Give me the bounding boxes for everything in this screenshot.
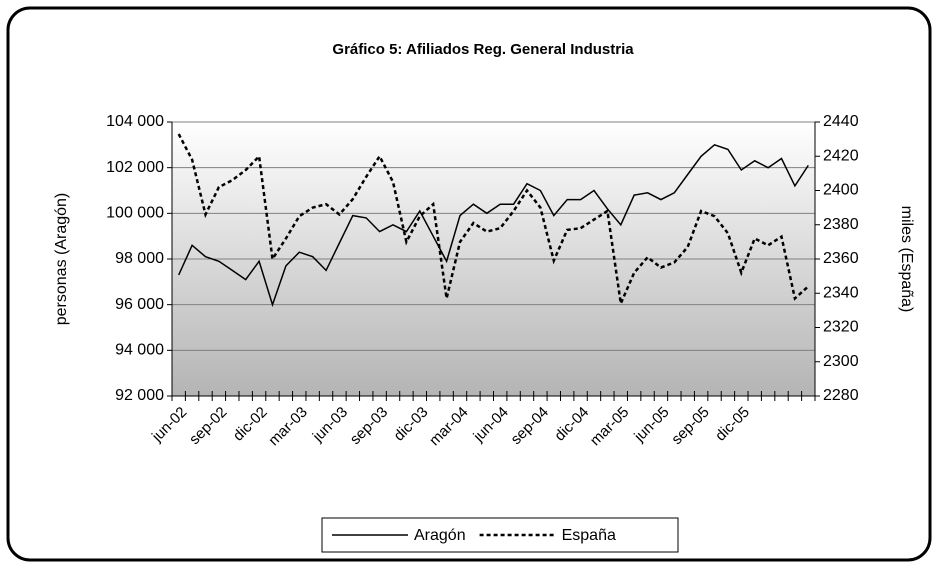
y2-tick-label: 2320 bbox=[823, 319, 859, 336]
y-tick-label: 98 000 bbox=[115, 250, 164, 267]
y2-tick-label: 2380 bbox=[823, 216, 859, 233]
y2-tick-label: 2340 bbox=[823, 284, 859, 301]
y-tick-label: 104 000 bbox=[106, 113, 164, 130]
series-line bbox=[177, 133, 810, 309]
y-tick-label: 96 000 bbox=[115, 296, 164, 313]
legend-label: España bbox=[562, 527, 616, 544]
y2-axis-label: miles (España) bbox=[898, 206, 915, 313]
y-axis-label: personas (Aragón) bbox=[53, 193, 70, 326]
y-tick-label: 94 000 bbox=[115, 342, 164, 359]
y-tick-label: 92 000 bbox=[115, 387, 164, 404]
y2-tick-label: 2400 bbox=[823, 182, 859, 199]
y2-tick-label: 2440 bbox=[823, 113, 859, 130]
y-tick-label: 100 000 bbox=[106, 205, 164, 222]
y2-tick-label: 2420 bbox=[823, 147, 859, 164]
y2-tick-label: 2300 bbox=[823, 353, 859, 370]
y-tick-label: 102 000 bbox=[106, 159, 164, 176]
legend-label: Aragón bbox=[414, 527, 466, 544]
y2-tick-label: 2360 bbox=[823, 250, 859, 267]
chart-title: Gráfico 5: Afiliados Reg. General Indust… bbox=[332, 41, 634, 58]
series-line bbox=[178, 143, 809, 308]
y2-tick-label: 2280 bbox=[823, 387, 859, 404]
